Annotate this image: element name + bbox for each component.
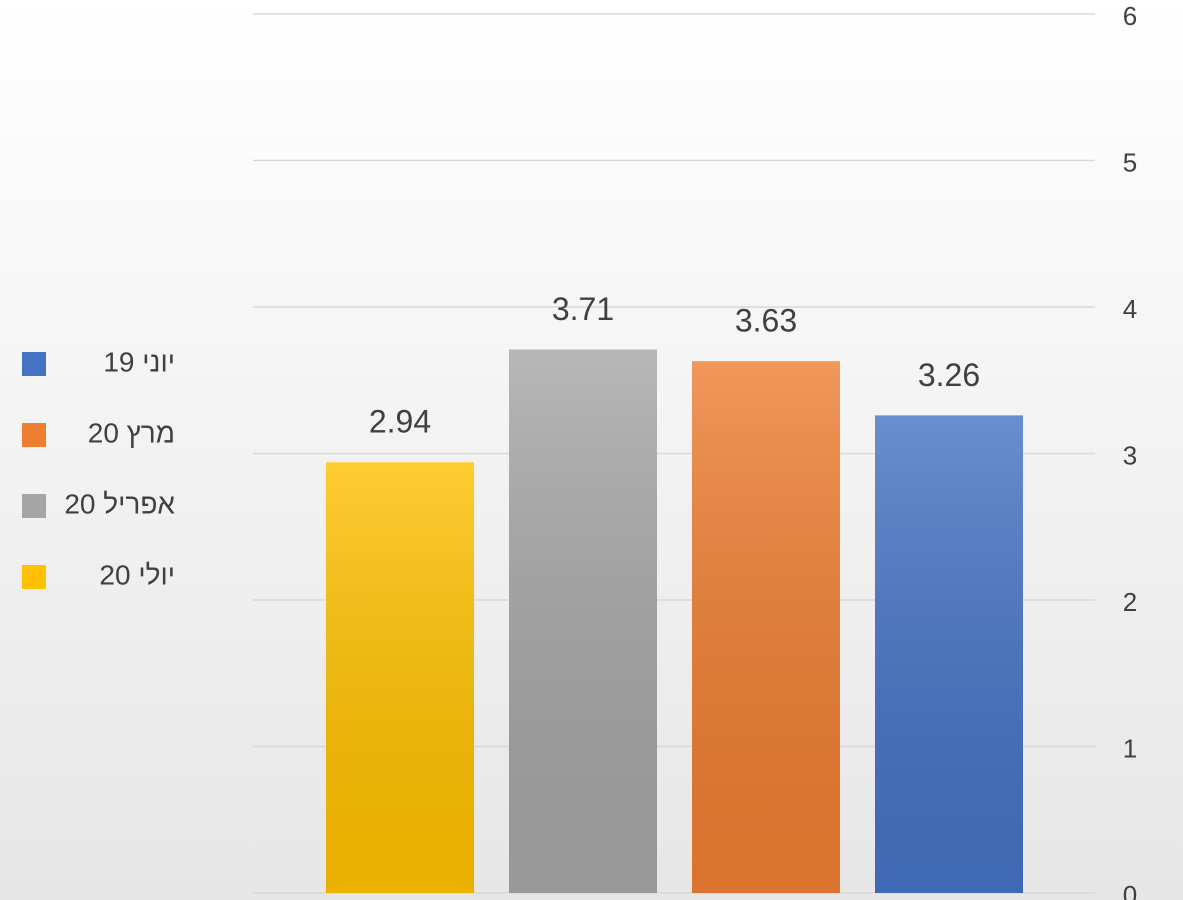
value-label: 2.94 bbox=[369, 404, 431, 440]
legend-swatch bbox=[22, 565, 46, 589]
y-tick-label: 3 bbox=[1123, 440, 1137, 470]
y-tick-label: 2 bbox=[1123, 587, 1137, 617]
value-label: 3.26 bbox=[918, 357, 980, 393]
legend-label: מרץ 20 bbox=[88, 417, 175, 448]
y-tick-label: 1 bbox=[1123, 733, 1137, 763]
legend-swatch bbox=[22, 352, 46, 376]
bar-shade bbox=[692, 361, 840, 894]
y-tick-label: 0 bbox=[1123, 880, 1137, 900]
bar-shade bbox=[326, 462, 474, 893]
y-tick-label: 4 bbox=[1123, 294, 1137, 324]
y-tick-label: 6 bbox=[1123, 1, 1137, 31]
value-label: 3.63 bbox=[735, 303, 797, 339]
legend-label: אפריל 20 bbox=[64, 488, 175, 519]
value-label: 3.71 bbox=[552, 291, 614, 327]
y-tick-label: 5 bbox=[1123, 147, 1137, 177]
legend-swatch bbox=[22, 423, 46, 447]
bar-shade bbox=[875, 415, 1023, 893]
legend-label: יוני 19 bbox=[103, 346, 175, 377]
legend-swatch bbox=[22, 494, 46, 518]
bar-shade bbox=[509, 349, 657, 893]
legend-label: יולי 20 bbox=[99, 559, 175, 590]
